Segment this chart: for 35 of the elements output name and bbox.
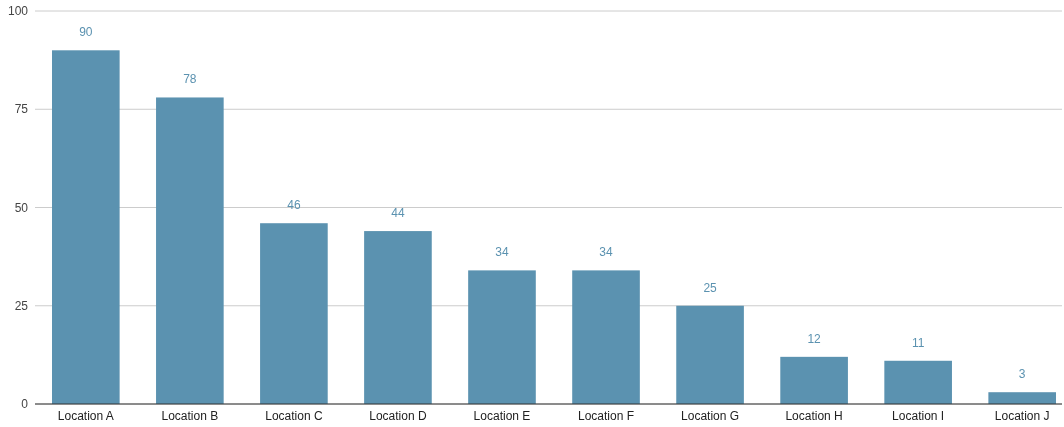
data-label: 90 xyxy=(79,25,93,40)
x-tick-label: Location J xyxy=(994,409,1050,423)
x-tick-label: Location H xyxy=(785,409,843,423)
data-label: 46 xyxy=(287,198,301,213)
bar xyxy=(780,356,848,404)
bar xyxy=(364,231,432,404)
data-label: 3 xyxy=(1018,367,1026,382)
bar xyxy=(260,223,328,404)
data-label: 34 xyxy=(599,245,614,260)
x-tick-label: Location G xyxy=(681,409,740,423)
data-label: 78 xyxy=(183,72,197,87)
bar xyxy=(572,270,640,404)
data-label: 11 xyxy=(911,335,925,350)
x-tick-label: Location B xyxy=(161,409,219,423)
y-tick-label: 100 xyxy=(7,4,29,19)
data-label: 12 xyxy=(807,331,822,346)
y-tick-label: 0 xyxy=(21,397,29,412)
y-tick-label: 75 xyxy=(14,102,29,117)
bar xyxy=(884,360,952,404)
bar xyxy=(988,392,1056,404)
data-label: 34 xyxy=(495,245,509,260)
x-tick-label: Location C xyxy=(265,409,323,423)
bar xyxy=(156,97,224,404)
x-tick-label: Location E xyxy=(473,409,531,423)
data-label: 25 xyxy=(703,280,718,295)
x-tick-label: Location I xyxy=(892,409,945,423)
x-tick-label: Location A xyxy=(57,409,114,423)
y-tick-label: 25 xyxy=(14,298,29,313)
y-tick-label: 50 xyxy=(14,200,29,215)
bar xyxy=(676,305,744,404)
bar xyxy=(468,270,536,404)
x-tick-label: Location F xyxy=(578,409,635,423)
bar xyxy=(52,50,120,404)
x-tick-label: Location D xyxy=(369,409,427,423)
data-label: 44 xyxy=(391,206,405,221)
